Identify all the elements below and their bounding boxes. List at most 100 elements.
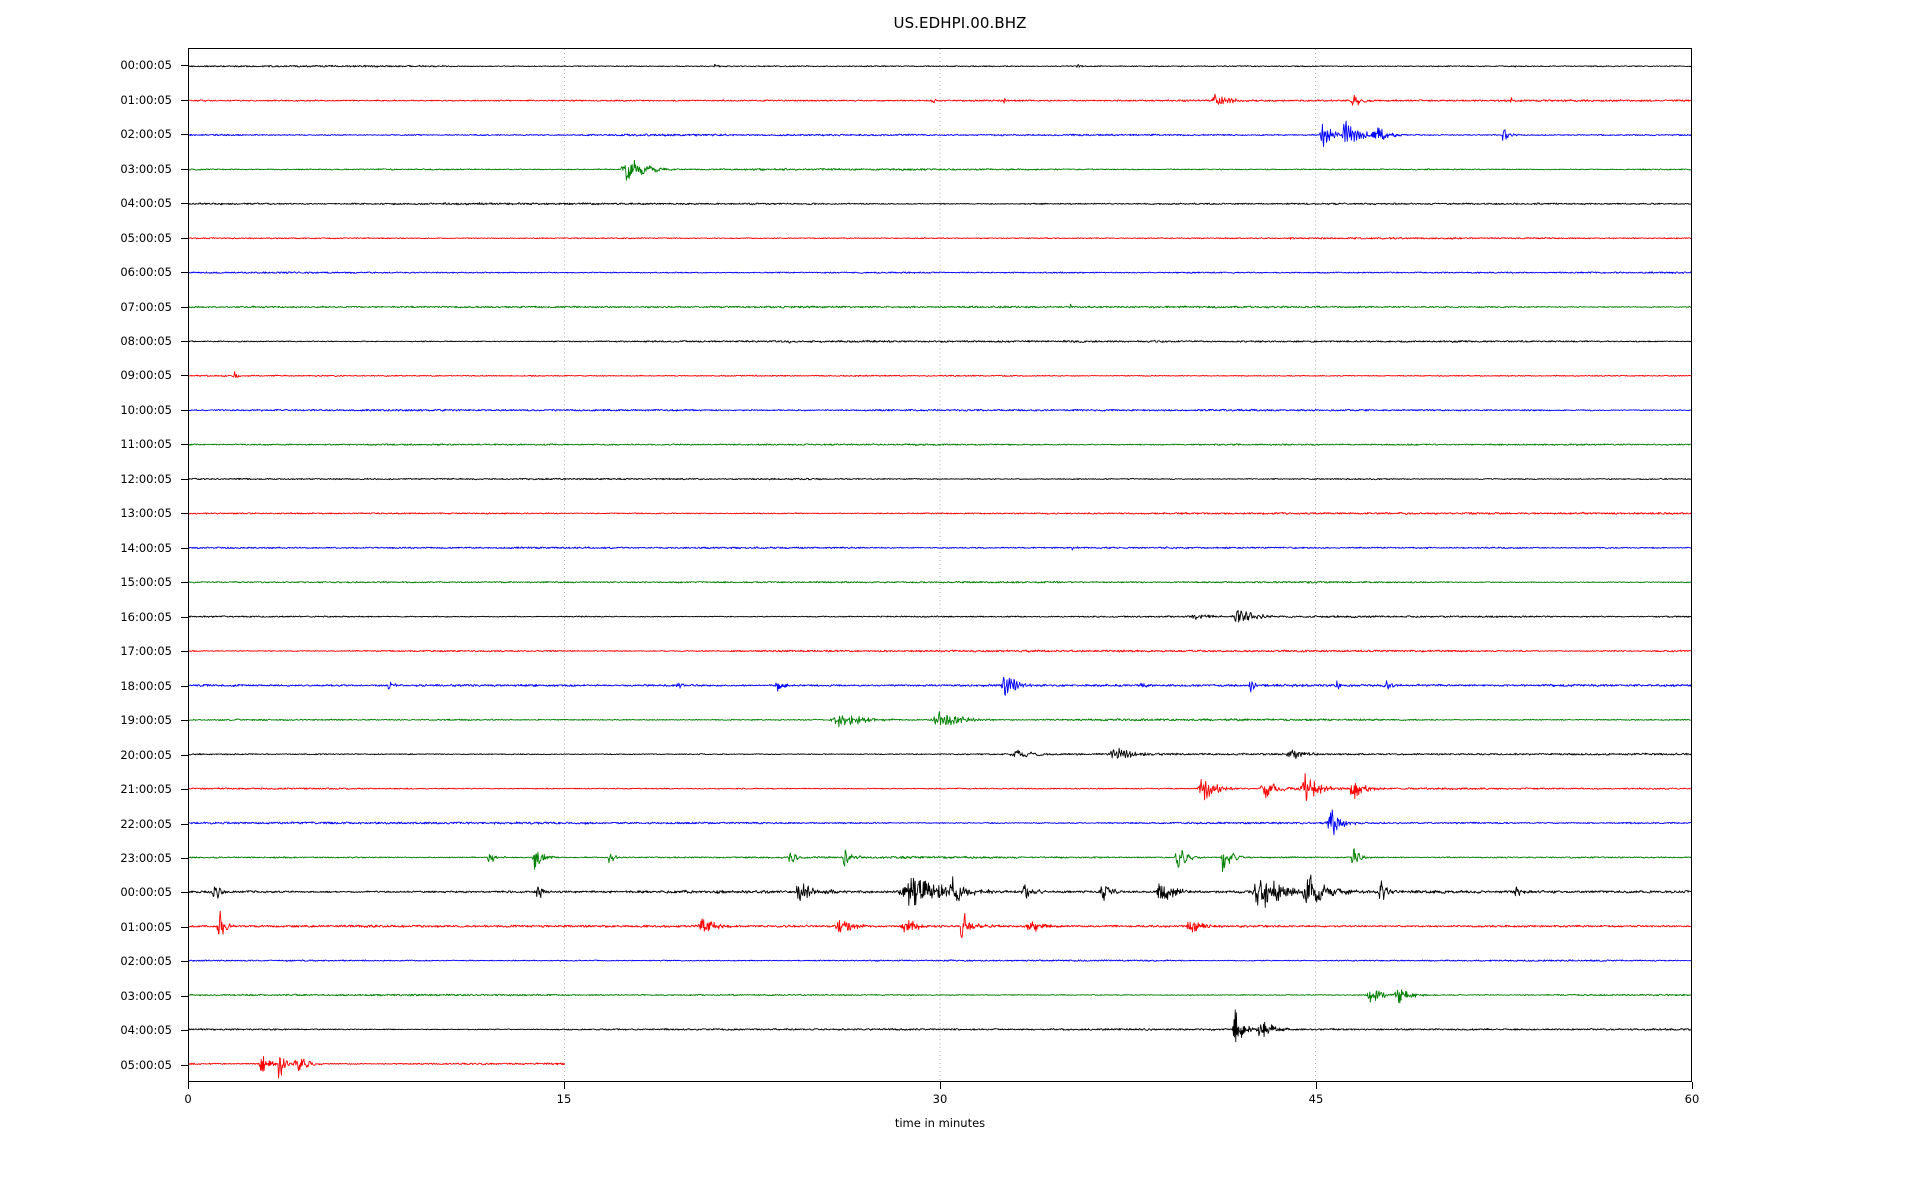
x-axis-title: time in minutes xyxy=(894,1116,986,1130)
y-tick-label: 11:00:05 xyxy=(120,437,172,452)
y-tick-label: 07:00:05 xyxy=(120,299,172,314)
y-tick-mark xyxy=(181,1030,188,1032)
y-axis-labels: 00:00:05 01:00:05 02:00:05 03:00:05 04:00:05… xyxy=(0,48,180,1082)
y-tick-mark xyxy=(181,478,188,480)
y-tick-mark xyxy=(181,65,188,67)
y-tick-label: 15:00:05 xyxy=(120,575,172,590)
y-tick-label: 18:00:05 xyxy=(120,678,172,693)
y-tick-label: 06:00:05 xyxy=(120,265,172,280)
y-tick-label: 02:00:05 xyxy=(120,954,172,969)
y-tick-mark xyxy=(181,789,188,791)
x-tick-mark xyxy=(1316,1082,1317,1089)
y-tick-label: 09:00:05 xyxy=(120,368,172,383)
y-tick-mark xyxy=(181,685,188,687)
y-tick-mark xyxy=(181,409,188,411)
y-tick-mark xyxy=(181,375,188,377)
y-tick-mark xyxy=(181,961,188,963)
y-tick-label: 10:00:05 xyxy=(120,402,172,417)
y-tick-label: 19:00:05 xyxy=(120,713,172,728)
y-tick-mark xyxy=(181,168,188,170)
y-tick-mark xyxy=(181,306,188,308)
seismic-trace xyxy=(189,371,1691,379)
seismic-trace xyxy=(189,477,1691,481)
y-tick-mark xyxy=(181,444,188,446)
y-tick-label: 16:00:05 xyxy=(120,609,172,624)
seismic-trace xyxy=(189,959,1691,962)
y-tick-mark xyxy=(181,995,188,997)
seismic-trace xyxy=(189,773,1691,802)
seismic-trace xyxy=(189,874,1691,908)
seismic-trace xyxy=(189,339,1691,344)
y-tick-label: 12:00:05 xyxy=(120,471,172,486)
seismic-trace xyxy=(189,443,1691,447)
seismic-trace xyxy=(189,676,1691,696)
y-tick-label: 22:00:05 xyxy=(120,816,172,831)
x-tick-mark xyxy=(940,1082,941,1089)
y-tick-mark xyxy=(181,134,188,136)
seismic-trace xyxy=(189,1056,565,1079)
y-tick-mark xyxy=(181,547,188,549)
seismic-trace xyxy=(189,408,1691,412)
y-tick-label: 21:00:05 xyxy=(120,782,172,797)
x-tick-label: 30 xyxy=(932,1092,948,1106)
y-tick-label: 01:00:05 xyxy=(120,919,172,934)
y-tick-label: 23:00:05 xyxy=(120,850,172,865)
trace-layer xyxy=(189,63,1691,1079)
y-tick-mark xyxy=(181,857,188,859)
seismic-trace xyxy=(189,159,1691,181)
y-tick-label: 05:00:05 xyxy=(120,1057,172,1072)
page-title: US.EDHPI.00.BHZ xyxy=(893,14,1027,32)
y-tick-label: 04:00:05 xyxy=(120,196,172,211)
seismic-trace xyxy=(189,747,1691,760)
x-tick-label: 15 xyxy=(556,1092,572,1106)
y-tick-mark xyxy=(181,926,188,928)
y-tick-label: 14:00:05 xyxy=(120,540,172,555)
seismic-trace xyxy=(189,1009,1691,1043)
y-tick-mark xyxy=(181,1064,188,1066)
y-tick-mark xyxy=(181,582,188,584)
plot-area xyxy=(188,48,1692,1082)
seismic-trace xyxy=(189,271,1691,274)
y-tick-label: 00:00:05 xyxy=(120,885,172,900)
y-tick-label: 01:00:05 xyxy=(120,92,172,107)
y-tick-label: 03:00:05 xyxy=(120,988,172,1003)
seismic-trace xyxy=(189,848,1691,873)
seismic-trace xyxy=(189,63,1691,68)
y-tick-mark xyxy=(181,651,188,653)
seismic-trace xyxy=(189,93,1691,106)
y-tick-mark xyxy=(181,99,188,101)
y-tick-label: 05:00:05 xyxy=(120,230,172,245)
y-tick-label: 20:00:05 xyxy=(120,747,172,762)
seismic-trace xyxy=(189,546,1691,551)
seismic-trace xyxy=(189,989,1691,1004)
y-tick-label: 13:00:05 xyxy=(120,506,172,521)
seismic-trace xyxy=(189,649,1691,653)
x-tick-mark xyxy=(188,1082,189,1089)
seismic-trace xyxy=(189,303,1691,309)
y-tick-label: 17:00:05 xyxy=(120,644,172,659)
seismic-trace xyxy=(189,580,1691,584)
y-tick-mark xyxy=(181,754,188,756)
grid-layer xyxy=(564,49,1316,1081)
y-tick-label: 00:00:05 xyxy=(120,58,172,73)
y-tick-mark xyxy=(181,823,188,825)
y-tick-mark xyxy=(181,892,188,894)
y-tick-label: 02:00:05 xyxy=(120,127,172,142)
x-tick-label: 0 xyxy=(184,1092,192,1106)
seismic-trace xyxy=(189,236,1691,240)
seismic-trace xyxy=(189,202,1691,206)
x-tick-label: 45 xyxy=(1308,1092,1324,1106)
seismic-trace xyxy=(189,910,1691,938)
y-tick-mark xyxy=(181,272,188,274)
x-tick-label: 60 xyxy=(1684,1092,1700,1106)
seismic-trace xyxy=(189,511,1691,515)
seismic-trace xyxy=(189,609,1691,623)
y-tick-mark xyxy=(181,616,188,618)
y-tick-mark xyxy=(181,203,188,205)
seismic-trace xyxy=(189,711,1691,728)
y-tick-label: 08:00:05 xyxy=(120,333,172,348)
y-tick-mark xyxy=(181,237,188,239)
seismic-trace xyxy=(189,120,1691,148)
y-tick-label: 04:00:05 xyxy=(120,1023,172,1038)
